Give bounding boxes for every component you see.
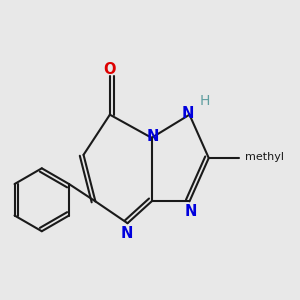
Text: H: H	[200, 94, 210, 108]
Text: N: N	[121, 226, 133, 241]
Text: N: N	[182, 106, 194, 121]
Text: N: N	[184, 203, 196, 218]
Text: O: O	[103, 61, 116, 76]
Text: methyl: methyl	[245, 152, 284, 162]
Text: N: N	[147, 129, 159, 144]
